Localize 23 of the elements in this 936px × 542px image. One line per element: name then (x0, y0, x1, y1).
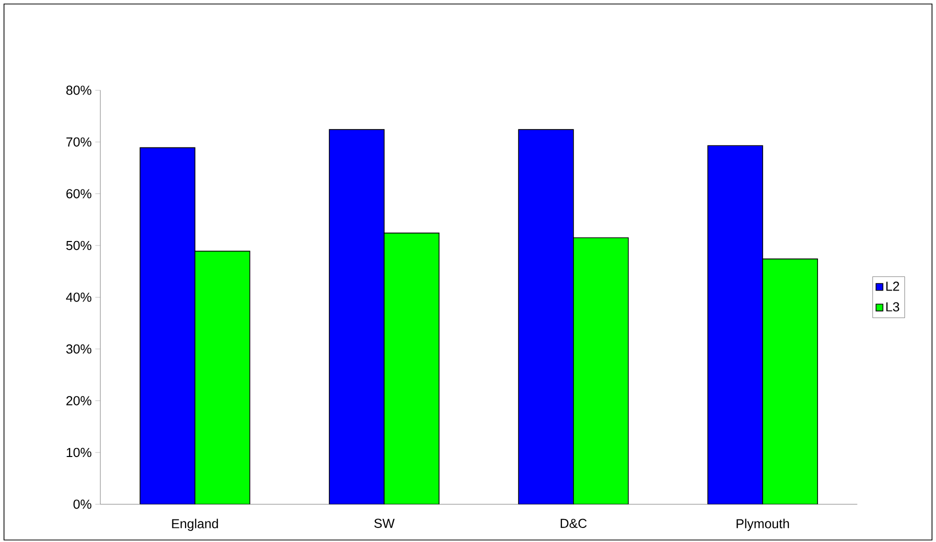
y-tick-label: 20% (66, 396, 92, 406)
x-tick-label: D&C (560, 518, 587, 528)
bar (573, 237, 629, 504)
x-tick-label: England (172, 518, 218, 531)
legend-label: L3 (886, 302, 900, 312)
x-tick-label: SW (374, 518, 395, 528)
bar (518, 129, 574, 504)
y-tick-label: 80% (66, 86, 92, 95)
y-tick-label: 30% (66, 344, 92, 354)
y-tick-label: 50% (66, 240, 92, 250)
bar (140, 147, 196, 504)
legend-label: L2 (886, 282, 900, 291)
bar (762, 258, 818, 504)
y-tick-label: 40% (66, 292, 92, 302)
bar (707, 145, 764, 504)
y-tick-label: 10% (66, 448, 92, 458)
bar (384, 232, 440, 504)
y-tick-label: 0% (73, 500, 92, 509)
x-tick-label: Plymouth (736, 518, 789, 531)
y-tick-label: 60% (66, 189, 92, 198)
y-tick-label: 70% (66, 137, 92, 147)
bar (328, 129, 385, 504)
bar (194, 250, 250, 504)
